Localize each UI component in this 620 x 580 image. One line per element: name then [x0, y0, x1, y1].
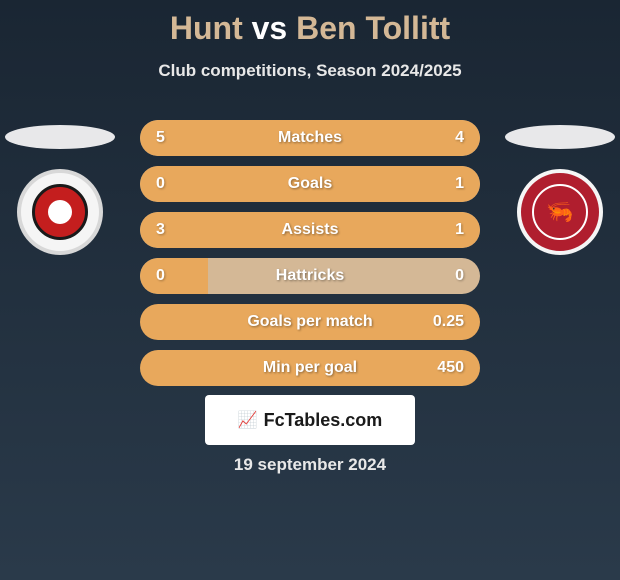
stat-label: Goals [288, 175, 332, 193]
comparison-title: Hunt vs Ben Tollitt [0, 0, 620, 47]
stat-label: Assists [282, 221, 339, 239]
stat-value-right: 0.25 [433, 313, 464, 331]
date-label: 19 september 2024 [234, 455, 386, 475]
stat-fill-right [395, 212, 480, 248]
stat-label: Min per goal [263, 359, 357, 377]
stat-bar: 0 Goals 1 [140, 166, 480, 202]
stat-bar: 3 Assists 1 [140, 212, 480, 248]
stat-value-right: 0 [455, 267, 464, 285]
player-right-name: Ben Tollitt [296, 10, 450, 46]
stat-fill-right [201, 166, 480, 202]
stat-label: Hattricks [276, 267, 344, 285]
stat-value-right: 1 [455, 221, 464, 239]
shadow-ellipse-left [5, 125, 115, 149]
shrimp-icon: 🦐 [546, 199, 573, 225]
stat-value-right: 1 [455, 175, 464, 193]
stat-label: Goals per match [247, 313, 372, 331]
club-badge-left [17, 169, 103, 255]
stat-fill-left [140, 258, 208, 294]
stat-bar: 0 Hattricks 0 [140, 258, 480, 294]
stat-value-left: 0 [156, 175, 165, 193]
stat-bar: Goals per match 0.25 [140, 304, 480, 340]
club-badge-left-inner [32, 184, 88, 240]
stat-value-right: 4 [455, 129, 464, 147]
club-right-section: 🦐 [505, 125, 615, 255]
player-left-name: Hunt [170, 10, 243, 46]
stats-container: 5 Matches 4 0 Goals 1 3 Assists 1 0 Hattricks 0 Goal… [140, 120, 480, 396]
stat-value-left: 0 [156, 267, 165, 285]
stat-value-left: 3 [156, 221, 165, 239]
stat-fill-left [140, 212, 395, 248]
stat-value-right: 450 [437, 359, 464, 377]
club-badge-right: 🦐 [517, 169, 603, 255]
stat-bar: 5 Matches 4 [140, 120, 480, 156]
club-badge-right-inner: 🦐 [532, 184, 588, 240]
stat-value-left: 5 [156, 129, 165, 147]
stat-fill-left [140, 166, 201, 202]
vs-separator: vs [252, 10, 288, 46]
fctables-brand-badge[interactable]: 📈 FcTables.com [205, 395, 415, 445]
chart-line-icon: 📈 [238, 410, 258, 430]
brand-text: FcTables.com [264, 410, 383, 431]
shadow-ellipse-right [505, 125, 615, 149]
football-icon [48, 200, 72, 224]
stat-label: Matches [278, 129, 342, 147]
subtitle: Club competitions, Season 2024/2025 [0, 61, 620, 81]
club-left-section [5, 125, 115, 255]
stat-bar: Min per goal 450 [140, 350, 480, 386]
